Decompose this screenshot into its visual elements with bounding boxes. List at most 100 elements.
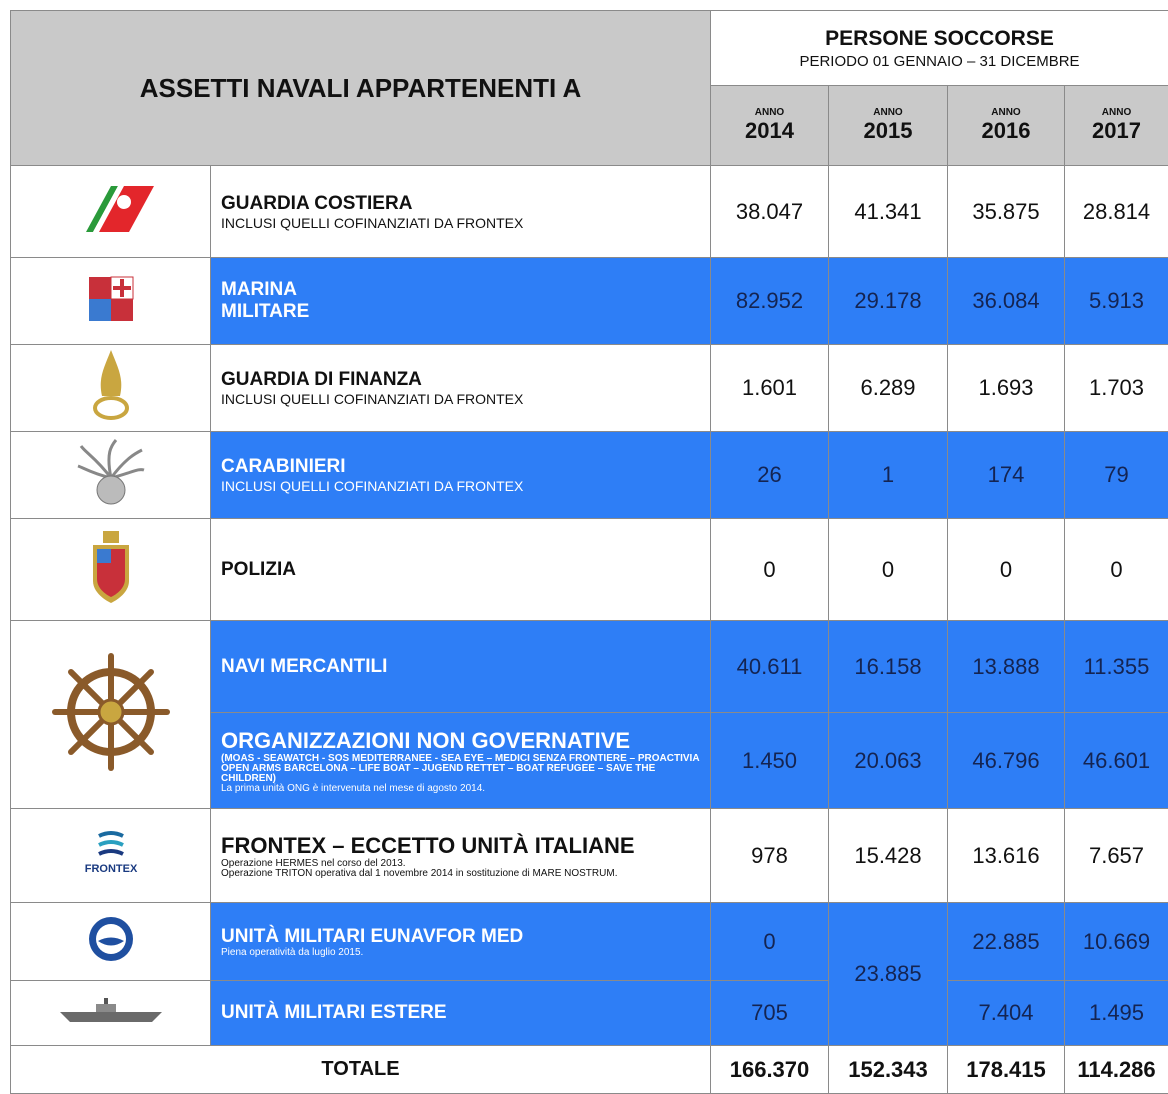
value: 1.495 <box>1065 981 1168 1046</box>
row-name: FRONTEX – ECCETTO UNITÀ ITALIANE <box>221 833 710 859</box>
value: 0 <box>948 519 1065 621</box>
value: 11.355 <box>1065 621 1168 713</box>
row-note: La prima unità ONG è intervenuta nel mes… <box>221 784 710 794</box>
warship-icon <box>56 996 166 1026</box>
label-cell: ORGANIZZAZIONI NON GOVERNATIVE(MOAS - SE… <box>211 713 711 809</box>
rescue-table: ASSETTI NAVALI APPARTENENTI A PERSONE SO… <box>10 10 1168 1094</box>
icon-cell <box>11 621 211 809</box>
row-name: ORGANIZZAZIONI NON GOVERNATIVE <box>221 728 710 754</box>
eunavfor-logo <box>86 914 136 964</box>
value: 1 <box>829 432 948 519</box>
label-cell: POLIZIA <box>211 519 711 621</box>
year-label: ANNO <box>948 107 1064 118</box>
label-cell: UNITÀ MILITARI ESTERE <box>211 981 711 1046</box>
icon-cell <box>11 519 211 621</box>
row-name: GUARDIA COSTIERA <box>221 193 710 215</box>
total-value: 114.286 <box>1065 1046 1168 1094</box>
icon-cell <box>11 432 211 519</box>
ship-wheel <box>51 652 171 772</box>
value: 79 <box>1065 432 1168 519</box>
row-name: MARINA MILITARE <box>221 279 331 323</box>
value: 41.341 <box>829 166 948 258</box>
value: 36.084 <box>948 258 1065 345</box>
value: 15.428 <box>829 809 948 903</box>
value: 28.814 <box>1065 166 1168 258</box>
total-value: 166.370 <box>711 1046 829 1094</box>
row-name: NAVI MERCANTILI <box>221 656 710 678</box>
value: 5.913 <box>1065 258 1168 345</box>
row-note: INCLUSI QUELLI COFINANZIATI DA FRONTEX <box>221 215 710 231</box>
year: 2017 <box>1065 118 1168 144</box>
value: 20.063 <box>829 713 948 809</box>
frontex-logo: FRONTEX <box>66 828 156 878</box>
icon-cell <box>11 345 211 432</box>
year-label: ANNO <box>1065 107 1168 118</box>
row-note: INCLUSI QUELLI COFINANZIATI DA FRONTEX <box>221 478 710 494</box>
year: 2014 <box>711 118 828 144</box>
value: 16.158 <box>829 621 948 713</box>
value: 46.796 <box>948 713 1065 809</box>
value: 7.657 <box>1065 809 1168 903</box>
value: 0 <box>711 903 829 981</box>
value: 29.178 <box>829 258 948 345</box>
value: 46.601 <box>1065 713 1168 809</box>
icon-cell <box>11 258 211 345</box>
group-title: PERSONE SOCCORSE <box>711 27 1168 51</box>
icon-cell <box>11 903 211 981</box>
year-label: ANNO <box>829 107 947 118</box>
value: 26 <box>711 432 829 519</box>
value: 0 <box>829 519 948 621</box>
police-logo <box>89 529 133 605</box>
value: 0 <box>1065 519 1168 621</box>
row-name: UNITÀ MILITARI EUNAVFOR MED <box>221 926 710 948</box>
total-value: 178.415 <box>948 1046 1065 1094</box>
row-note: Piena operatività da luglio 2015. <box>221 948 710 958</box>
value: 40.611 <box>711 621 829 713</box>
period: PERIODO 01 GENNAIO – 31 DICEMBRE <box>711 53 1168 70</box>
value: 705 <box>711 981 829 1046</box>
year: 2016 <box>948 118 1064 144</box>
value: 1.703 <box>1065 345 1168 432</box>
row-note: Operazione HERMES nel corso del 2013. <box>221 859 710 869</box>
icon-cell <box>11 981 211 1046</box>
value: 13.888 <box>948 621 1065 713</box>
carabinieri-logo <box>76 438 146 508</box>
value: 6.289 <box>829 345 948 432</box>
value: 22.885 <box>948 903 1065 981</box>
frontex-logo-text: FRONTEX <box>84 863 137 875</box>
group-header: PERSONE SOCCORSE PERIODO 01 GENNAIO – 31… <box>711 11 1168 86</box>
value: 1.450 <box>711 713 829 809</box>
table-title: ASSETTI NAVALI APPARTENENTI A <box>11 11 711 166</box>
icon-cell <box>11 166 211 258</box>
row-name: CARABINIERI <box>221 456 710 478</box>
year: 2015 <box>829 118 947 144</box>
navy-logo <box>86 274 136 324</box>
total-label: TOTALE <box>11 1046 711 1094</box>
row-name: POLIZIA <box>221 559 710 581</box>
value: 174 <box>948 432 1065 519</box>
value: 1.693 <box>948 345 1065 432</box>
value: 978 <box>711 809 829 903</box>
value: 10.669 <box>1065 903 1168 981</box>
row-name: UNITÀ MILITARI ESTERE <box>221 1002 710 1024</box>
label-cell: NAVI MERCANTILI <box>211 621 711 713</box>
value: 82.952 <box>711 258 829 345</box>
value: 13.616 <box>948 809 1065 903</box>
row-note: Operazione TRITON operativa dal 1 novemb… <box>221 869 710 879</box>
value: 7.404 <box>948 981 1065 1046</box>
label-cell: MARINA MILITARE <box>211 258 711 345</box>
gdf-logo <box>86 348 136 424</box>
value: 0 <box>711 519 829 621</box>
coast-guard-logo <box>66 184 156 234</box>
value: 38.047 <box>711 166 829 258</box>
